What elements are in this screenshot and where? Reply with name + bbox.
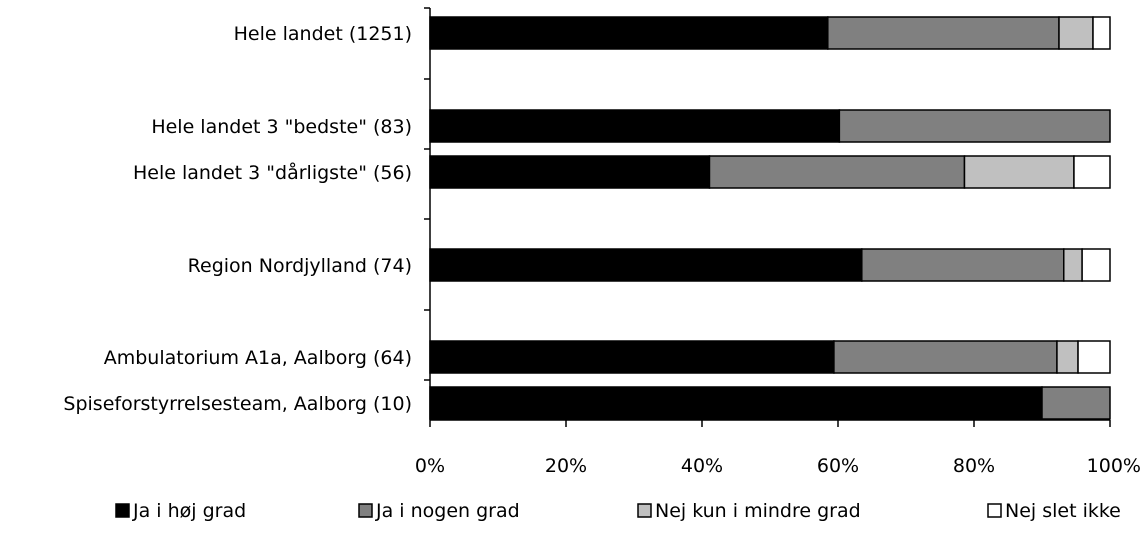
x-tick-label-6: 100% <box>1087 455 1141 477</box>
bar-segment-1-1 <box>429 16 829 50</box>
bar-segment-5-4 <box>1077 340 1111 374</box>
category-label-6: Spiseforstyrrelsesteam, Aalborg (10) <box>63 393 412 415</box>
bar-segment-3-1 <box>429 155 711 189</box>
bar-segment-5-3 <box>1056 340 1079 374</box>
legend-swatch-3 <box>637 503 652 518</box>
bar-segment-2-1 <box>429 109 841 143</box>
bar-segment-4-3 <box>1063 248 1083 282</box>
bar-segment-1-3 <box>1058 16 1094 50</box>
bar-segment-6-2 <box>1041 386 1111 420</box>
bar-segment-3-2 <box>708 155 966 189</box>
x-tick-label-2: 20% <box>545 455 587 477</box>
category-label-3: Hele landet 3 "dårligste" (56) <box>133 161 412 184</box>
bar-segment-1-4 <box>1092 16 1111 50</box>
bar-segment-1-2 <box>827 16 1060 50</box>
bar-segment-4-1 <box>429 248 863 282</box>
legend-label-2: Ja i nogen grad <box>375 500 520 522</box>
category-label-4: Region Nordjylland (74) <box>188 255 412 277</box>
bars-layer <box>429 16 1111 420</box>
category-label-1: Hele landet (1251) <box>234 23 412 45</box>
legend-label-1: Ja i høj grad <box>132 500 246 522</box>
axes <box>424 7 1111 427</box>
bar-segment-2-2 <box>838 109 1111 143</box>
x-tick-label-3: 40% <box>681 455 723 477</box>
bar-segment-3-4 <box>1073 155 1111 189</box>
legend: Ja i høj grad Ja i nogen grad Nej kun i mi… <box>115 500 1121 522</box>
x-tick-label-5: 80% <box>953 455 995 477</box>
bar-segment-5-1 <box>429 340 835 374</box>
legend-label-3: Nej kun i mindre grad <box>655 500 861 522</box>
category-label-5: Ambulatorium A1a, Aalborg (64) <box>104 347 412 369</box>
category-label-2: Hele landet 3 "bedste" (83) <box>151 116 412 138</box>
legend-swatch-2 <box>358 503 373 518</box>
bar-segment-6-1 <box>429 386 1043 420</box>
legend-swatch-4 <box>987 503 1002 518</box>
bar-segment-3-3 <box>963 155 1075 189</box>
bar-segment-4-4 <box>1081 248 1111 282</box>
legend-label-4: Nej slet ikke <box>1005 500 1121 522</box>
x-tick-labels: 0% 20% 40% 60% 80% 100% <box>415 455 1141 477</box>
bar-segment-4-2 <box>861 248 1065 282</box>
bar-segment-5-2 <box>833 340 1058 374</box>
category-labels: Hele landet (1251) Hele landet 3 "bedste"… <box>63 23 412 415</box>
x-tick-label-4: 60% <box>817 455 859 477</box>
legend-swatch-1 <box>115 503 130 518</box>
x-tick-label-1: 0% <box>415 455 445 477</box>
